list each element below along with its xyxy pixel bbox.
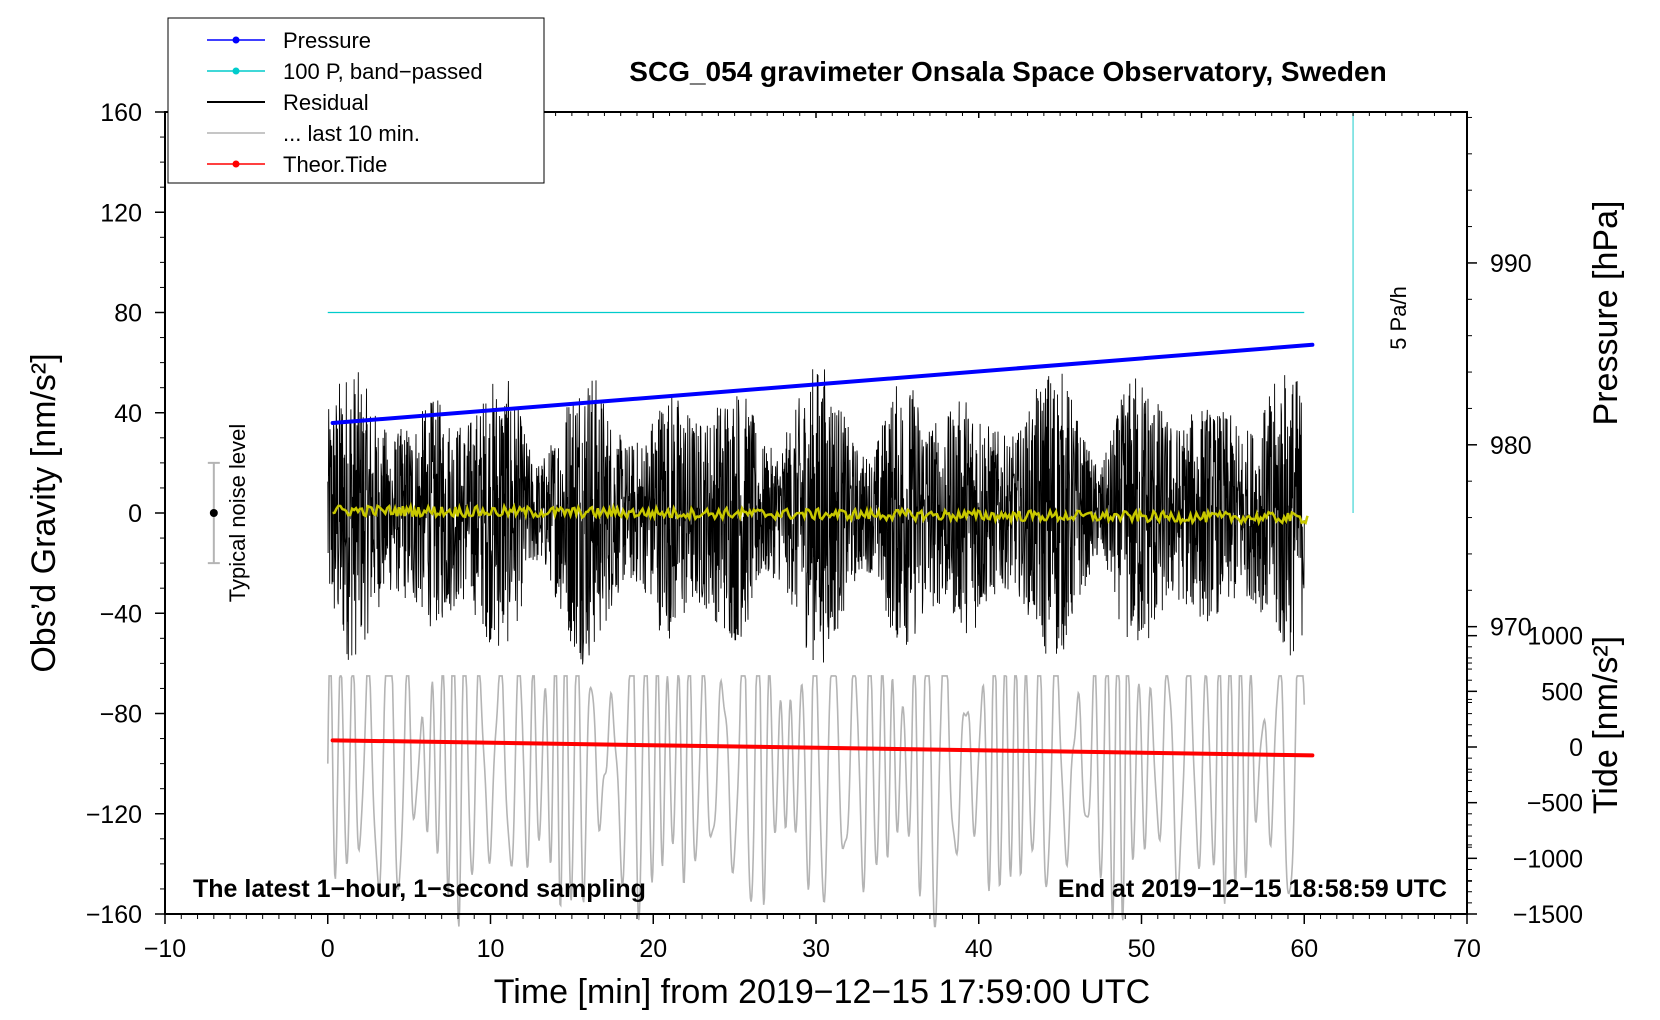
- legend-label: Pressure: [283, 28, 371, 53]
- y-axis-label-pressure: Pressure [hPa]: [1587, 201, 1625, 426]
- y-tick-label-left: 80: [114, 300, 142, 328]
- annotation-end-time: End at 2019−12−15 18:58:59 UTC: [1058, 875, 1447, 903]
- noise-level-label: Typical noise level: [225, 424, 250, 603]
- y-tick-label-left: 0: [128, 500, 142, 528]
- y-tick-label-left: −40: [100, 600, 142, 628]
- x-axis-label: Time [min] from 2019−12−15 17:59:00 UTC: [494, 973, 1150, 1011]
- y-tick-label-pressure: 990: [1490, 250, 1532, 278]
- legend-swatch-marker: [232, 67, 240, 75]
- legend-swatch-marker: [232, 36, 240, 44]
- y-tick-label-tide: 500: [1541, 678, 1583, 706]
- legend-label: Theor.Tide: [283, 152, 387, 177]
- x-tick-label: 10: [477, 935, 505, 963]
- y-tick-label-left: −80: [100, 701, 142, 729]
- series-pressure-line: [330, 342, 1315, 425]
- y-tick-label-left: −160: [86, 901, 142, 929]
- y-tick-label-pressure: 970: [1490, 614, 1532, 642]
- y-tick-label-left: 120: [100, 199, 142, 227]
- noise-level-dot: [209, 509, 218, 517]
- series-smoothed-residual-line: [332, 501, 1309, 527]
- y-tick-label-tide: 0: [1569, 734, 1583, 762]
- legend-swatch-marker: [232, 160, 240, 168]
- x-tick-label: −10: [144, 935, 186, 963]
- axis-ticks: −10 0 10 20 30 40 50 60 70 160 120 80 40 0 −40 −80 −120 −…: [86, 99, 1583, 963]
- annotation-sampling: The latest 1−hour, 1−second sampling: [193, 875, 646, 903]
- legend-box: [167, 17, 545, 184]
- y-axis-label-left: Obs’d Gravity [nm/s²]: [25, 353, 63, 672]
- legend: Pressure 100 P, band−passed Residual ... la…: [167, 17, 545, 184]
- legend-label: Residual: [283, 90, 369, 115]
- y-tick-label-left: 160: [100, 99, 142, 127]
- series-theoretical-tide-line: [330, 738, 1315, 758]
- plot-marks: [207, 112, 1354, 928]
- y-tick-label-tide: −1000: [1513, 845, 1583, 873]
- y-tick-label-left: 40: [114, 400, 142, 428]
- x-tick-label: 0: [321, 935, 335, 963]
- legend-label: ... last 10 min.: [283, 121, 420, 146]
- y-tick-label-pressure: 980: [1490, 432, 1532, 460]
- y-axis-label-tide: Tide [nm/s²]: [1587, 636, 1625, 814]
- x-tick-label: 20: [639, 935, 667, 963]
- chart-title: SCG_054 gravimeter Onsala Space Observat…: [629, 56, 1386, 87]
- y-tick-label-left: −120: [86, 801, 142, 829]
- x-tick-label: 70: [1453, 935, 1481, 963]
- series-residual-line: [327, 369, 1305, 665]
- y-tick-label-tide: −500: [1527, 790, 1583, 818]
- y-tick-label-tide: 1000: [1527, 623, 1583, 651]
- y-tick-label-tide: −1500: [1513, 901, 1583, 929]
- x-tick-label: 50: [1128, 935, 1156, 963]
- x-tick-label: 40: [965, 935, 993, 963]
- scale-bar-label: 5 Pa/h: [1386, 286, 1411, 350]
- legend-label: 100 P, band−passed: [283, 59, 483, 84]
- x-tick-label: 60: [1290, 935, 1318, 963]
- x-tick-label: 30: [802, 935, 830, 963]
- series-last-10-min-line: [327, 675, 1306, 928]
